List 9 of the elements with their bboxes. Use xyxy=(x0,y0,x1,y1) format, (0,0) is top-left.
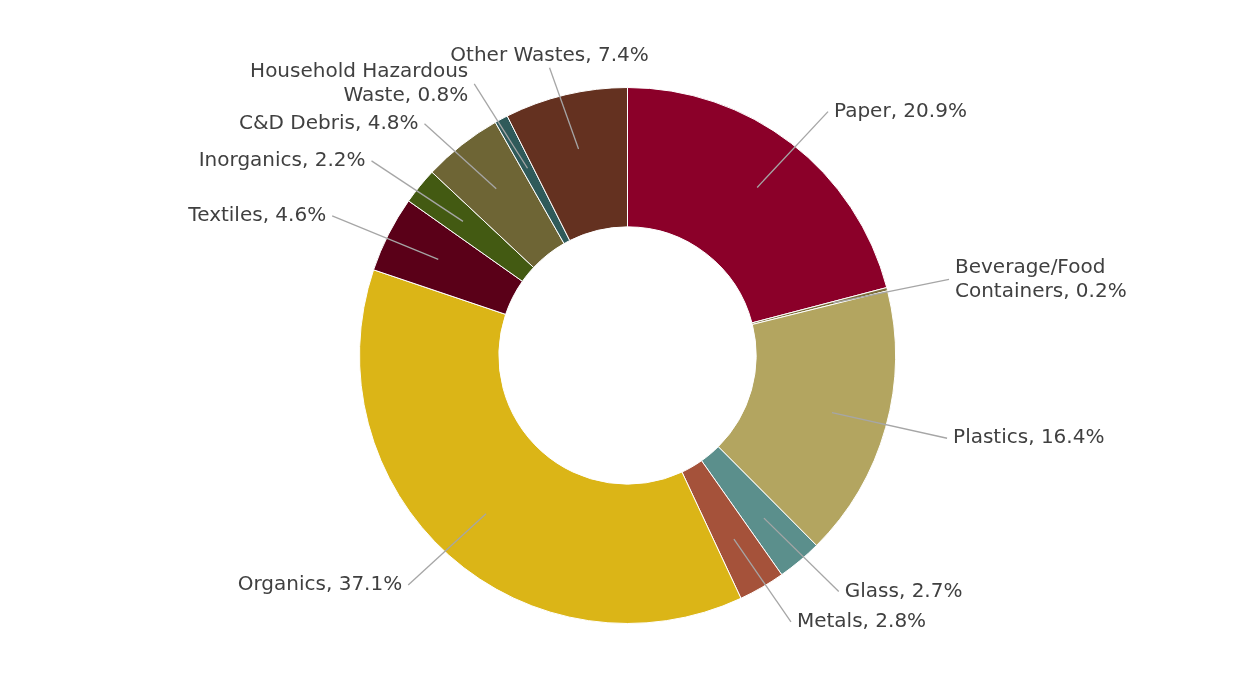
slice-label: Organics, 37.1% xyxy=(237,571,403,596)
slice-label: Beverage/Food Containers, 0.2% xyxy=(954,253,1127,302)
slice-label: Glass, 2.7% xyxy=(844,577,963,602)
slice-label: Metals, 2.8% xyxy=(796,608,927,633)
slice-label: Plastics, 16.4% xyxy=(953,424,1105,449)
slice-label: Inorganics, 2.2% xyxy=(198,147,366,172)
slice-label: Paper, 20.9% xyxy=(834,97,967,122)
slice-label: C&D Debris, 4.8% xyxy=(239,110,419,135)
slice-label: Textiles, 4.6% xyxy=(187,202,327,227)
